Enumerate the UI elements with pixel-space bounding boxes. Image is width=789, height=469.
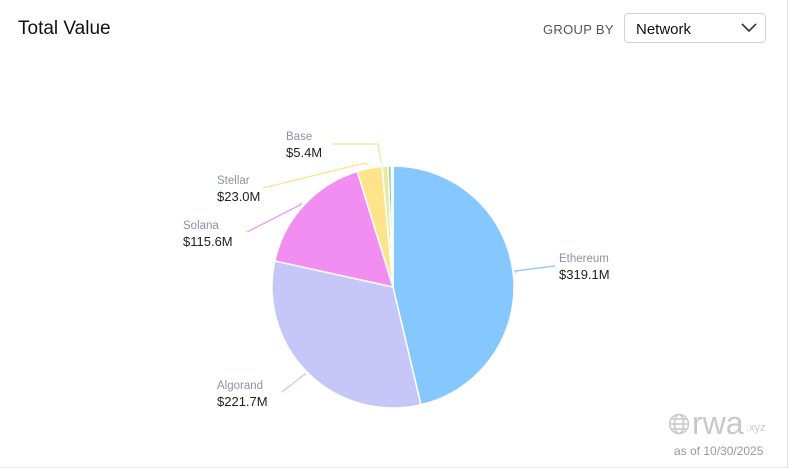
logo-suffix: .xyz xyxy=(746,422,766,434)
leader-line-solana xyxy=(246,202,303,233)
label-stellar: Stellar $23.0M xyxy=(217,175,261,204)
leader-line-stellar xyxy=(262,162,370,189)
pie-slice-other-6[interactable] xyxy=(390,165,394,288)
label-algorand: Algorand $221.7M xyxy=(217,380,268,409)
leader-line-base xyxy=(332,143,382,164)
group-by-select[interactable]: Network xyxy=(624,13,766,43)
pie-slice-ethereum[interactable] xyxy=(392,165,515,406)
pie-slice-algorand[interactable] xyxy=(271,260,422,409)
group-by-value: Network xyxy=(636,21,692,38)
pie-slice-solana[interactable] xyxy=(273,170,395,289)
leader-line-algorand xyxy=(281,373,307,393)
logo-text: rwa xyxy=(692,405,744,441)
group-by-label: GROUP BY xyxy=(543,22,614,37)
label-ethereum: Ethereum $319.1M xyxy=(559,253,610,282)
as-of-date: as of 10/30/2025 xyxy=(674,444,764,458)
label-base: Base $5.4M xyxy=(286,131,323,160)
chevron-down-icon xyxy=(741,23,757,33)
page-title: Total Value xyxy=(18,18,111,39)
globe-icon xyxy=(668,413,690,435)
label-solana: Solana $115.6M xyxy=(183,220,233,249)
leader-line-ethereum xyxy=(513,265,556,273)
